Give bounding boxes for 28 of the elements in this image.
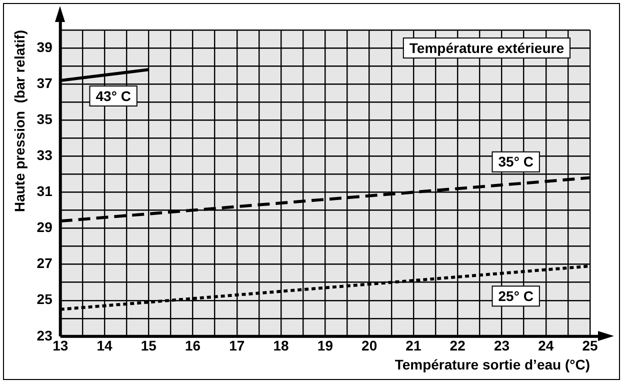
x-axis-title: Température sortie d’eau (°C) <box>394 356 590 372</box>
x-tick-label: 22 <box>450 338 466 354</box>
series-label: 25° C <box>498 288 534 304</box>
x-tick-label: 19 <box>317 338 334 354</box>
x-tick-label: 25 <box>582 338 598 354</box>
y-tick-label: 37 <box>36 74 53 91</box>
y-tick-label: 27 <box>36 255 53 272</box>
x-tick-label: 21 <box>406 338 422 354</box>
y-tick-label: 33 <box>36 147 53 164</box>
y-tick-label: 31 <box>36 183 53 200</box>
y-tick-label: 25 <box>36 291 53 308</box>
x-tick-label: 20 <box>362 338 378 354</box>
series-label: 35° C <box>498 154 534 170</box>
y-tick-label: 29 <box>36 219 53 236</box>
x-tick-label: 16 <box>184 338 201 354</box>
x-tick-label: 18 <box>273 338 290 354</box>
x-tick-label: 15 <box>140 338 157 354</box>
y-tick-label: 35 <box>36 110 53 127</box>
y-tick-label: 23 <box>36 327 53 344</box>
series-label: 43° C <box>96 88 131 104</box>
x-tick-label: 24 <box>538 338 554 354</box>
x-tick-label: 13 <box>52 338 68 354</box>
x-tick-label: 23 <box>494 338 510 354</box>
y-tick-label: 39 <box>36 38 53 55</box>
x-tick-label: 14 <box>96 338 113 354</box>
y-axis-title: Haute pression (bar relatif) <box>11 30 28 212</box>
annotation: Température extérieure <box>409 40 564 56</box>
x-tick-label: 17 <box>229 338 245 354</box>
